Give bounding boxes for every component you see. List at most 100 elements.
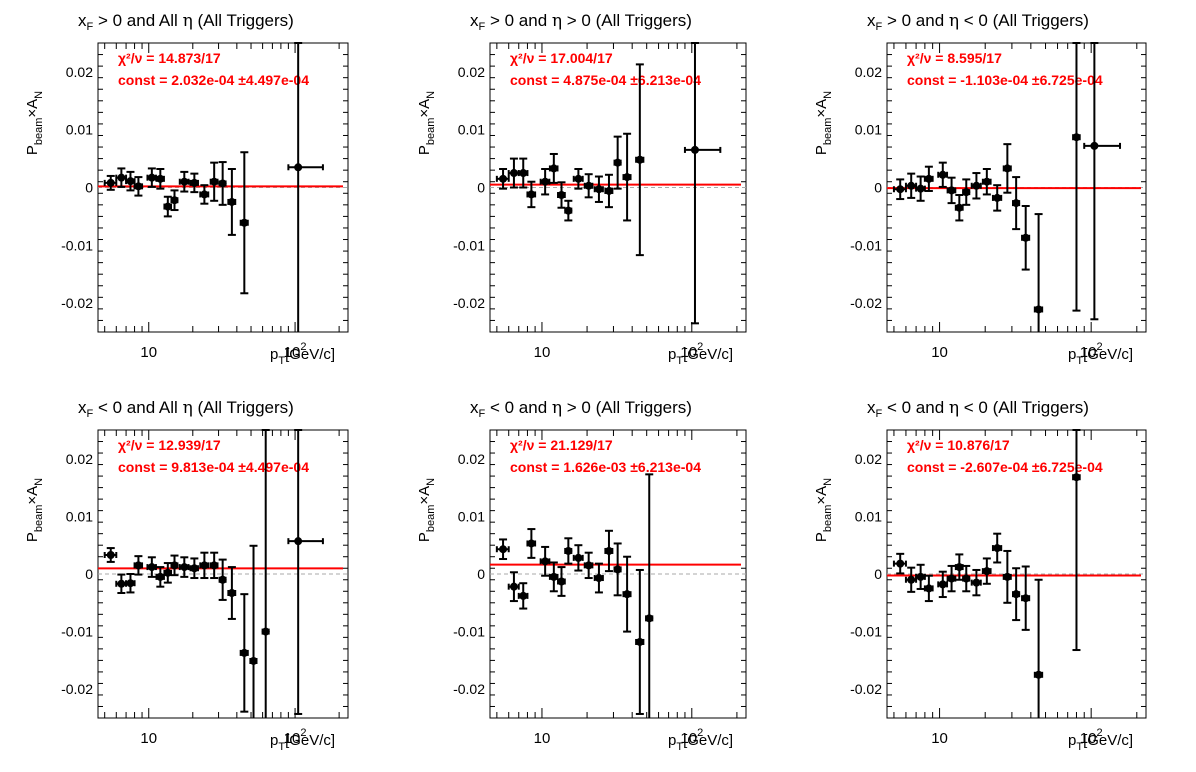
y-axis-label: Pbeam×AN: [24, 91, 45, 155]
y-tick-label: 0.01: [458, 122, 485, 138]
data-point-3: [517, 582, 529, 610]
data-point-18: [287, 429, 324, 715]
y-tick-label: -0.01: [850, 237, 882, 253]
data-point-7: [557, 566, 566, 597]
marker: [527, 539, 536, 548]
data-point-9: [178, 170, 190, 193]
chart-panel-2: xF > 0 and η > 0 (All Triggers) 0.02 0.01 0…: [416, 11, 747, 367]
y-tick-label: 0: [477, 180, 485, 196]
x-label-unit: [GeV/c]: [683, 346, 733, 363]
marker: [896, 185, 905, 194]
marker: [163, 568, 172, 577]
marker: [126, 579, 135, 588]
title-x: x: [78, 398, 87, 417]
marker: [690, 145, 699, 154]
x-tick-base: 10: [140, 730, 157, 747]
chi2-text: χ²/ν = 14.873/17: [118, 50, 221, 66]
y-axis-label: Pbeam×AN: [813, 91, 834, 155]
x-tick-base: 10: [140, 344, 157, 361]
data-point-8: [564, 199, 573, 222]
data-point-4: [526, 180, 537, 209]
x-tick-label: 10: [931, 730, 948, 747]
panel-title: xF > 0 and η > 0 (All Triggers): [470, 11, 692, 33]
panel-title: xF < 0 and η < 0 (All Triggers): [867, 398, 1089, 420]
data-point-16: [1072, 42, 1081, 312]
y-label-sub2: N: [33, 91, 45, 99]
marker: [907, 575, 916, 584]
y-tick-label: 0.02: [855, 451, 882, 467]
y-tick-label: -0.02: [453, 295, 485, 311]
title-mid: > 0 and All: [93, 11, 182, 30]
panel-title: xF > 0 and All η (All Triggers): [78, 11, 294, 33]
data-point-2: [115, 573, 128, 595]
marker: [916, 572, 925, 581]
marker: [218, 179, 227, 188]
marker: [594, 185, 603, 194]
x-label-unit: [GeV/c]: [285, 732, 335, 749]
y-tick-label: -0.01: [61, 624, 93, 640]
y-tick-label: 0.02: [66, 451, 93, 467]
data-point-14: [1021, 565, 1031, 631]
data-point-10: [189, 172, 199, 194]
data-point-6: [548, 152, 559, 184]
marker: [584, 561, 593, 570]
title-x-sub: F: [87, 21, 94, 33]
y-tick-label: 0: [874, 566, 882, 582]
y-label-sub2: N: [822, 91, 834, 99]
y-label-p: P: [24, 145, 41, 155]
title-x-sub: F: [87, 408, 94, 420]
x-label-unit: [GeV/c]: [683, 732, 733, 749]
marker: [972, 181, 981, 190]
y-label-sub: beam: [33, 505, 45, 533]
marker: [1003, 572, 1012, 581]
marker: [541, 177, 550, 186]
y-label-p: P: [24, 532, 41, 542]
marker: [106, 550, 115, 559]
marker: [190, 178, 199, 187]
marker: [635, 637, 644, 646]
x-tick-label: 102: [680, 341, 703, 361]
data-point-6: [946, 564, 957, 593]
const-text: const = 2.032e-04 ±4.497e-04: [118, 72, 309, 88]
marker: [955, 203, 964, 212]
x-label-p: p: [270, 732, 278, 749]
marker: [519, 591, 528, 600]
y-tick-label: -0.02: [453, 681, 485, 697]
marker: [549, 164, 558, 173]
data-point-8: [170, 189, 179, 212]
data-point-13: [218, 161, 227, 206]
data-point-11: [991, 184, 1003, 212]
title-x: x: [867, 398, 876, 417]
x-tick-base: 10: [284, 344, 301, 361]
data-point-16: [645, 473, 654, 718]
y-tick-label: 0.01: [66, 122, 93, 138]
data-point-6: [155, 566, 165, 588]
x-label-unit: [GeV/c]: [1083, 732, 1133, 749]
title-end: > 0 (All Triggers): [562, 398, 692, 417]
y-tick-label: 0.01: [855, 508, 882, 524]
marker: [519, 169, 528, 178]
marker: [218, 575, 227, 584]
marker: [645, 614, 654, 623]
y-label-sub2: N: [425, 91, 437, 99]
marker: [557, 577, 566, 586]
x-tick-sup: 2: [1096, 341, 1102, 353]
panel-title: xF > 0 and η < 0 (All Triggers): [867, 11, 1089, 33]
y-tick-label: -0.02: [61, 295, 93, 311]
data-point-3: [125, 573, 136, 594]
data-point-15: [239, 151, 249, 295]
marker: [1090, 141, 1099, 150]
marker: [924, 584, 933, 593]
title-end: < 0 (All Triggers): [959, 11, 1089, 30]
data-point-15: [635, 63, 645, 257]
x-axis-label: pT[GeV/c]: [668, 346, 733, 367]
data-point-2: [507, 571, 520, 603]
marker: [557, 191, 566, 200]
x-tick-label: 102: [284, 727, 307, 747]
chi2-text: χ²/ν = 12.939/17: [118, 437, 221, 453]
data-point-5: [937, 570, 949, 599]
x-tick-label: 10: [534, 344, 551, 361]
y-tick-label: 0: [477, 566, 485, 582]
marker: [907, 181, 916, 190]
data-point-10: [189, 557, 199, 580]
